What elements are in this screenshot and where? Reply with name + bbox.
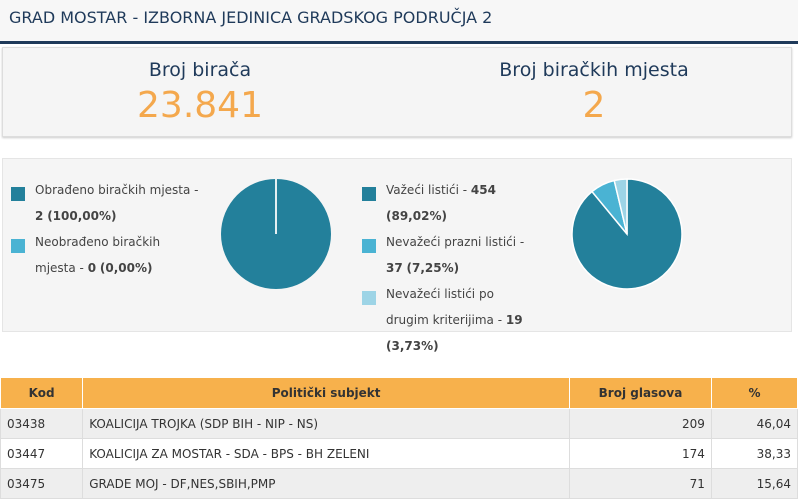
pie-slice	[613, 178, 628, 235]
legend-count: 454	[470, 183, 496, 197]
column-header: Politički subjekt	[82, 377, 571, 409]
legend-label: Nevažeći prazni listići -	[386, 235, 525, 249]
table-cell: KOALICIJA TROJKA (SDP BIH - NIP - NS)	[82, 408, 571, 439]
legend: Važeći listići - 454 (89,02%) Nevažeći pr…	[362, 177, 532, 359]
results-table: Kod Politički subjekt Broj glasova% 03438 KO…	[0, 377, 798, 499]
stat-label: Broj birača	[148, 59, 252, 81]
table-row: 03475 GRADE MOJ - DF,NES,SBIH,PMP 71 15,64	[0, 468, 798, 499]
stat-value: 2	[582, 85, 606, 126]
legend-count: 2	[35, 209, 44, 223]
legend-count: 37	[386, 261, 403, 275]
legend-swatch	[362, 291, 376, 305]
legend-item: Obrađeno biračkih mjesta - 2 (100,00%)	[11, 177, 201, 229]
legend-item: Važeći listići - 454 (89,02%)	[362, 177, 532, 229]
legend-percent: (7,25%)	[406, 261, 460, 275]
table-cell: 209	[569, 408, 712, 439]
column-header: Kod	[0, 377, 84, 409]
legend-percent: (0,00%)	[99, 261, 153, 275]
column-header: Broj glasova	[569, 377, 712, 409]
legend-swatch	[11, 187, 25, 201]
stats-panel: Broj birača 23.841 Broj biračkih mjesta 2	[2, 47, 792, 137]
stat: Broj biračkih mjesta 2	[397, 48, 791, 126]
legend-percent: (89,02%)	[386, 209, 447, 223]
legend-label: Obrađeno biračkih mjesta -	[35, 183, 199, 197]
table-cell: 03447	[0, 438, 84, 469]
legend: Obrađeno biračkih mjesta - 2 (100,00%) Ne…	[11, 177, 201, 281]
table-cell: 46,04	[710, 408, 798, 439]
table-row: 03447 KOALICIJA ZA MOSTAR - SDA - BPS - B…	[0, 438, 798, 469]
table-cell: KOALICIJA ZA MOSTAR - SDA - BPS - BH ZEL…	[82, 438, 571, 469]
legend-count: 19	[505, 313, 523, 327]
header: GRAD MOSTAR - IZBORNA JEDINICA GRADSKOG …	[0, 0, 798, 44]
legend-percent: (3,73%)	[386, 339, 439, 353]
pies-panel: Obrađeno biračkih mjesta - 2 (100,00%) Ne…	[2, 158, 792, 353]
stat: Broj birača 23.841	[3, 48, 397, 126]
table-row: 03438 KOALICIJA TROJKA (SDP BIH - NIP - N…	[0, 408, 798, 439]
legend-swatch	[11, 239, 25, 253]
table-cell: 71	[569, 468, 712, 499]
stat-value: 23.841	[137, 85, 263, 126]
column-header: %	[710, 377, 798, 409]
legend-item: Nevažeći listići po drugim kriterijima -…	[362, 281, 532, 359]
legend-swatch	[362, 239, 376, 253]
legend-count: 0	[87, 261, 97, 275]
table-cell: 38,33	[710, 438, 798, 469]
legend-label: Važeći listići -	[386, 183, 468, 197]
legend-percent: (100,00%)	[47, 209, 117, 223]
legend-label: Nevažeći listići po drugim kriterijima -	[386, 287, 503, 327]
table-cell: 03475	[0, 468, 84, 499]
table-cell: 03438	[0, 408, 84, 439]
table-cell: GRADE MOJ - DF,NES,SBIH,PMP	[82, 468, 571, 499]
table-header: Kod Politički subjekt Broj glasova%	[0, 377, 798, 409]
pie-charts	[221, 178, 683, 290]
table-cell: 15,64	[710, 468, 798, 499]
legend-item: Nevažeći prazni listići - 37 (7,25%)	[362, 229, 532, 281]
legend-swatch	[362, 187, 376, 201]
table-cell: 174	[569, 438, 712, 469]
stat-label: Broj biračkih mjesta	[499, 59, 689, 81]
title: GRAD MOSTAR - IZBORNA JEDINICA GRADSKOG …	[9, 8, 493, 27]
legend-label: Neobrađeno biračkih mjesta -	[35, 235, 161, 275]
legend-item: Neobrađeno biračkih mjesta - 0 (0,00%)	[11, 229, 201, 281]
